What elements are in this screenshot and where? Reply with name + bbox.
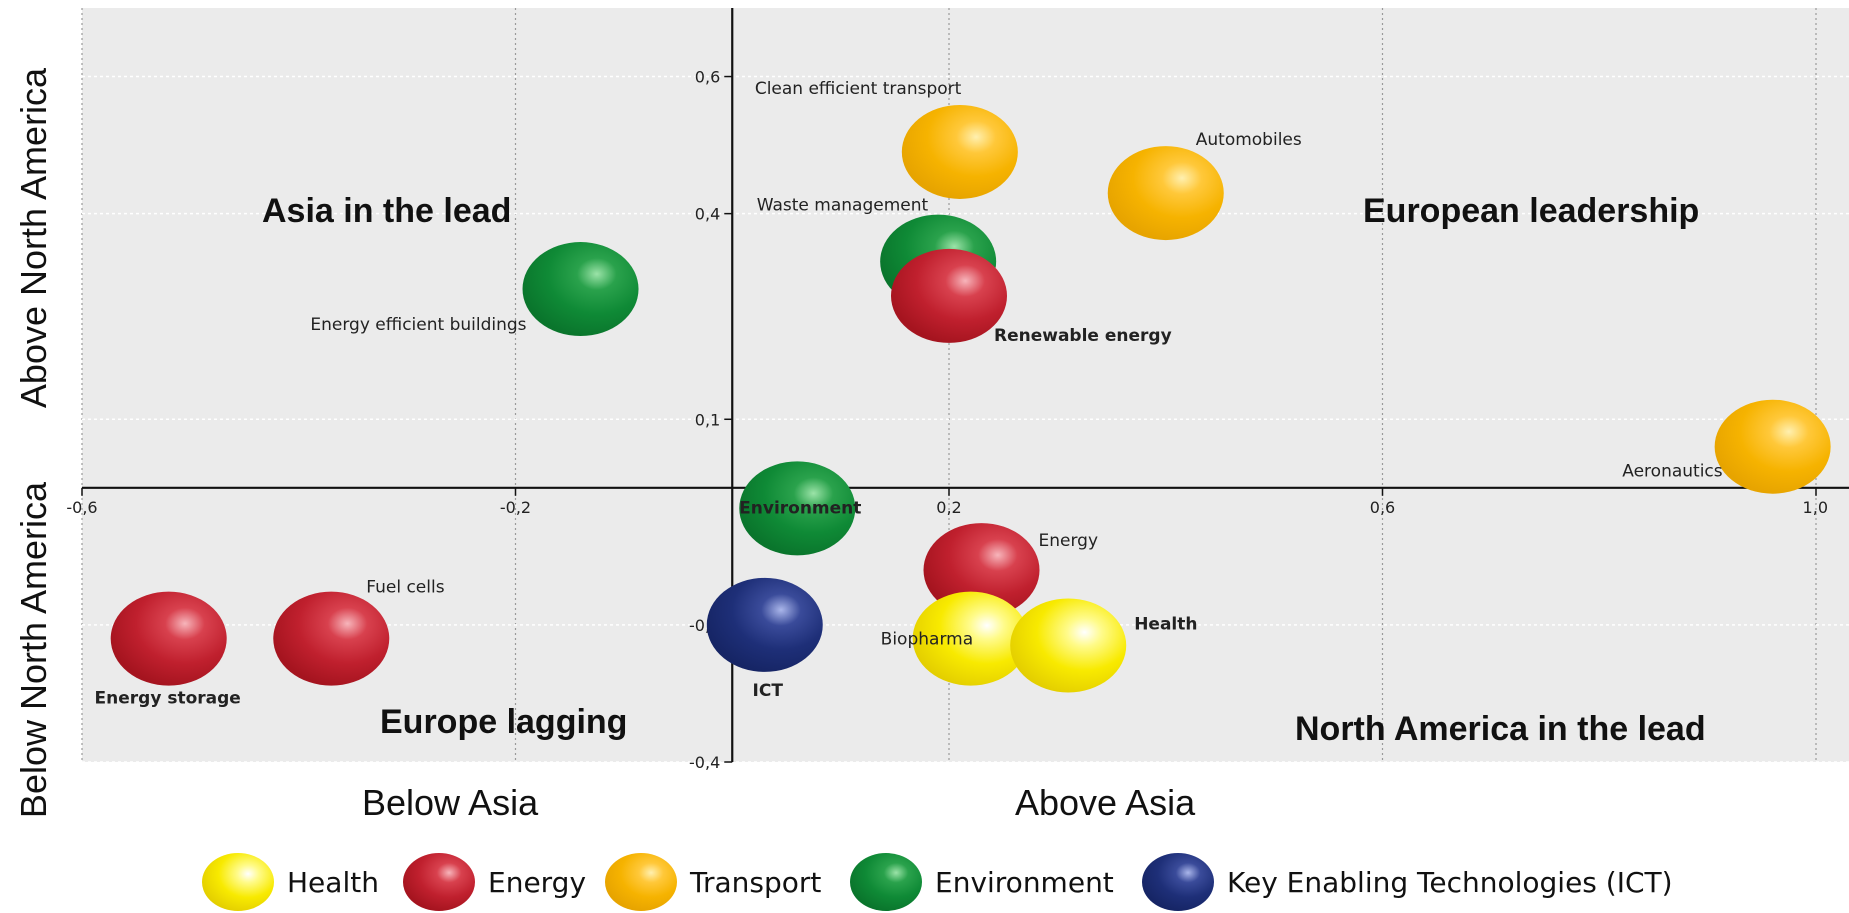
bubble-environment <box>739 461 856 556</box>
tick-labels: -0,6 -0,2 0,2 0,6 1,0-0,4-0,20,10,40,6 <box>66 68 1828 772</box>
x-tick-label: -0,2 <box>500 498 531 517</box>
bubble-label-energy: Energy <box>1039 531 1099 551</box>
quadrant-label-top-right: European leadership <box>1363 192 1699 230</box>
x-tick-label: -0,6 <box>66 498 97 517</box>
bubble-label-energy-efficient-buildings: Energy efficient buildings <box>310 315 526 335</box>
legend-swatch-energy <box>403 853 475 911</box>
x-tick-label: 1,0 <box>1803 498 1828 517</box>
bubble-ict <box>706 577 823 672</box>
bubble-automobiles <box>1107 146 1224 241</box>
quadrant-label-top-left: Asia in the lead <box>262 192 511 230</box>
bubble-label-clean-efficient-transport: Clean efficient transport <box>755 79 962 99</box>
bubble-aeronautics <box>1714 399 1831 494</box>
bubble-energy-efficient-buildings <box>522 242 639 337</box>
bubble-label-ict: ICT <box>753 681 784 701</box>
bubbles: Clean efficient transport Automobiles Aero… <box>95 79 1831 709</box>
legend: Health Energy Transport Environment Key Enab… <box>202 853 1673 911</box>
x-tick-label: 0,2 <box>936 498 961 517</box>
bubble-label-automobiles: Automobiles <box>1196 130 1302 150</box>
y-axis-title-top: Above North America <box>13 67 54 408</box>
y-tick-label: 0,4 <box>695 205 720 224</box>
legend-label-health: Health <box>287 866 379 899</box>
bubble-health <box>1010 598 1127 693</box>
legend-label-transport: Transport <box>689 866 821 899</box>
y-axis-title-bottom: Below North America <box>13 481 54 818</box>
bubble-label-fuel-cells: Fuel cells <box>366 578 444 598</box>
bubble-energy <box>923 523 1040 618</box>
x-axis-title-left: Below Asia <box>362 782 539 823</box>
bubble-label-environment: Environment <box>739 498 861 518</box>
bubble-label-energy-storage: Energy storage <box>95 689 241 709</box>
bubble-label-biopharma: Biopharma <box>881 630 973 650</box>
quadrant-label-bottom-left: Europe lagging <box>380 703 627 741</box>
bubble-label-waste-management: Waste management <box>757 196 929 216</box>
y-tick-label: 0,1 <box>695 410 720 429</box>
bubble-clean-efficient-transport <box>901 104 1018 199</box>
y-tick-label: 0,6 <box>695 68 720 87</box>
bubble-label-aeronautics: Aeronautics <box>1622 462 1723 482</box>
legend-label-energy: Energy <box>488 866 586 899</box>
bubble-fuel-cells <box>273 591 390 686</box>
bubble-renewable-energy <box>891 248 1007 343</box>
legend-swatch-health <box>202 853 274 911</box>
bubble-label-renewable-energy: Renewable energy <box>994 326 1172 346</box>
axis-titles: Below Asia Above Asia Above North Americ… <box>13 67 1196 823</box>
legend-swatch-transport <box>605 853 677 911</box>
quadrant-labels: Asia in the lead European leadership Eur… <box>262 192 1706 748</box>
legend-label-environment: Environment <box>935 866 1114 899</box>
y-tick-label: -0,4 <box>689 753 720 772</box>
legend-swatch-ict <box>1142 853 1214 911</box>
legend-label-ict: Key Enabling Technologies (ICT) <box>1227 866 1673 899</box>
x-axis-title-right: Above Asia <box>1015 782 1196 823</box>
bubble-label-health: Health <box>1134 614 1197 634</box>
bubble-energy-storage <box>110 591 227 686</box>
x-tick-label: 0,6 <box>1370 498 1395 517</box>
legend-swatch-environment <box>850 853 922 911</box>
quadrant-label-bottom-right: North America in the lead <box>1295 710 1706 748</box>
bubble-biopharma <box>912 591 1029 686</box>
